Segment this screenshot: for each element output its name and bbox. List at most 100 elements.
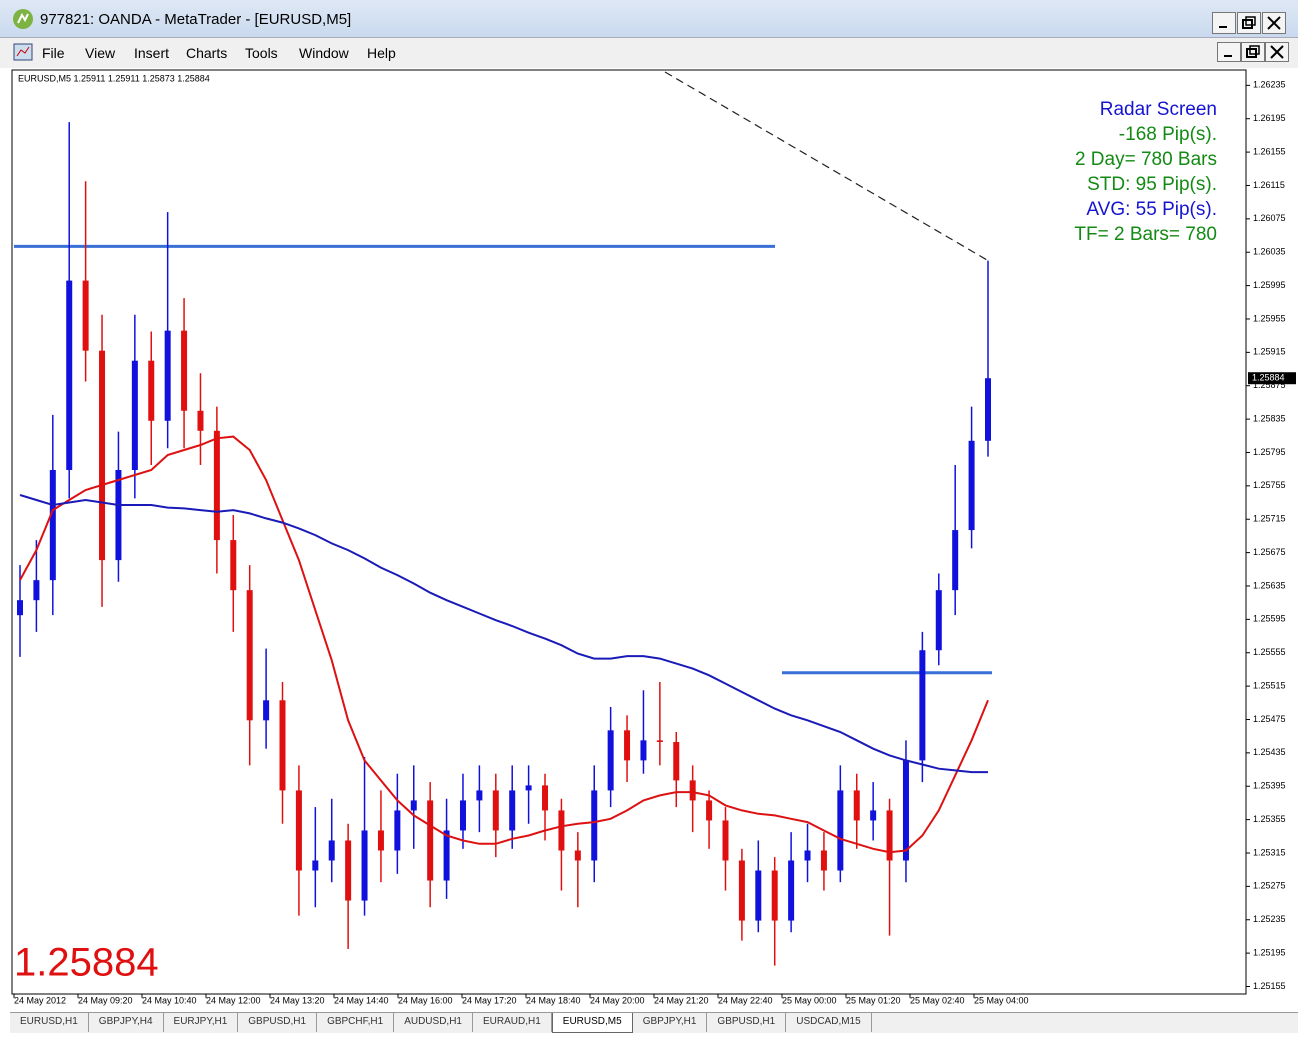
radar-annotation: 2 Day= 780 Bars bbox=[1075, 149, 1217, 170]
chart-tab[interactable]: EURJPY,H1 bbox=[164, 1013, 239, 1032]
chart: EURUSD,M5 1.25911 1.25911 1.25873 1.2588… bbox=[10, 68, 1298, 1012]
chart-tab[interactable]: GBPUSD,H1 bbox=[238, 1013, 318, 1032]
candle-body bbox=[49, 470, 56, 581]
candle-body bbox=[115, 470, 122, 561]
candle-body bbox=[542, 785, 549, 811]
chart-tab[interactable]: AUDUSD,H1 bbox=[394, 1013, 473, 1032]
radar-annotation: STD: 95 Pip(s). bbox=[1087, 174, 1217, 195]
candle-body bbox=[427, 800, 434, 881]
y-tick-label: 1.25355 bbox=[1253, 814, 1286, 824]
y-tick-label: 1.25155 bbox=[1253, 981, 1286, 991]
y-tick-label: 1.25435 bbox=[1253, 747, 1286, 757]
menu-item[interactable]: Insert bbox=[134, 45, 170, 61]
y-tick-label: 1.25755 bbox=[1253, 480, 1286, 490]
y-tick-label: 1.25715 bbox=[1253, 514, 1286, 524]
chart-tab[interactable]: GBPCHF,H1 bbox=[317, 1013, 395, 1032]
candle-body bbox=[985, 378, 991, 441]
y-tick-label: 1.25875 bbox=[1253, 380, 1286, 390]
chart-tab[interactable]: EURUSD,M5 bbox=[551, 1013, 633, 1033]
chart-tab[interactable]: GBPJPY,H4 bbox=[89, 1013, 164, 1032]
y-tick-label: 1.25395 bbox=[1253, 781, 1286, 791]
menu-item[interactable]: File bbox=[42, 45, 65, 61]
chart-tab[interactable]: GBPUSD,H1 bbox=[707, 1013, 787, 1032]
mdi-close[interactable] bbox=[1265, 42, 1289, 62]
candle-body bbox=[312, 860, 319, 871]
candle-body bbox=[361, 830, 368, 901]
restore-button[interactable] bbox=[1237, 12, 1261, 34]
menu-item[interactable]: Help bbox=[367, 45, 396, 61]
menu-item[interactable]: Tools bbox=[245, 45, 278, 61]
candle-body bbox=[246, 590, 253, 721]
candle-body bbox=[886, 810, 893, 861]
chart-background bbox=[10, 68, 1298, 1012]
chart-tabs: EURUSD,H1 GBPJPY,H4 EURJPY,H1 GBPUSD,H1 GBPC… bbox=[10, 1012, 1298, 1033]
current-price-big: 1.25884 bbox=[14, 941, 159, 985]
y-tick-label: 1.26195 bbox=[1253, 113, 1286, 123]
y-tick-label: 1.25515 bbox=[1253, 680, 1286, 690]
y-tick-label: 1.25595 bbox=[1253, 614, 1286, 624]
radar-annotation: TF= 2 Bars= 780 bbox=[1074, 224, 1217, 245]
candle-body bbox=[181, 330, 188, 411]
candle-body bbox=[902, 760, 909, 861]
y-tick-label: 1.25835 bbox=[1253, 413, 1286, 423]
candle-body bbox=[722, 820, 729, 861]
candle-body bbox=[148, 360, 155, 421]
chart-tab[interactable]: EURUSD,H1 bbox=[10, 1013, 89, 1032]
candle-body bbox=[771, 870, 778, 921]
chart-tab[interactable]: GBPJPY,H1 bbox=[633, 1013, 708, 1032]
menu-item[interactable]: Window bbox=[299, 45, 349, 61]
menu-item[interactable]: Charts bbox=[186, 45, 228, 61]
candle-body bbox=[345, 840, 352, 901]
candle-body bbox=[738, 860, 745, 921]
y-tick-label: 1.25955 bbox=[1253, 313, 1286, 323]
candle-body bbox=[394, 810, 401, 851]
candle-body bbox=[689, 780, 696, 801]
radar-annotation: -168 Pip(s). bbox=[1119, 124, 1217, 145]
candle-body bbox=[295, 790, 302, 871]
candle-body bbox=[443, 830, 450, 881]
x-tick-label: 25 May 02:40 bbox=[910, 995, 965, 1005]
x-tick-label: 24 May 10:40 bbox=[142, 995, 197, 1005]
doc-icon bbox=[13, 43, 33, 61]
candle-body bbox=[558, 810, 565, 851]
trend-line bbox=[664, 71, 989, 262]
candle-body bbox=[82, 280, 89, 351]
mdi-restore[interactable] bbox=[1241, 42, 1265, 62]
candle-body bbox=[804, 850, 811, 861]
y-tick-label: 1.26035 bbox=[1253, 247, 1286, 257]
candle-body bbox=[33, 580, 40, 601]
y-tick-label: 1.25195 bbox=[1253, 947, 1286, 957]
y-tick-label: 1.25555 bbox=[1253, 647, 1286, 657]
x-tick-label: 24 May 20:00 bbox=[590, 995, 645, 1005]
candle-body bbox=[624, 730, 631, 761]
chart-tab[interactable]: USDCAD,M15 bbox=[786, 1013, 872, 1032]
x-tick-label: 24 May 21:20 bbox=[654, 995, 709, 1005]
menu-item[interactable]: View bbox=[85, 45, 116, 61]
candle-body bbox=[968, 440, 975, 531]
candle-body bbox=[17, 600, 23, 616]
app-icon bbox=[13, 9, 33, 29]
candle-body bbox=[853, 790, 860, 821]
candle-body bbox=[509, 790, 516, 831]
moving-average bbox=[19, 494, 988, 774]
candle-body bbox=[607, 730, 614, 791]
x-tick-label: 24 May 22:40 bbox=[718, 995, 773, 1005]
window-title: 977821: OANDA - MetaTrader - [EURUSD,M5] bbox=[40, 11, 352, 28]
radar-annotation: AVG: 55 Pip(s). bbox=[1086, 199, 1217, 220]
y-tick-label: 1.25675 bbox=[1253, 547, 1286, 557]
candle-body bbox=[197, 410, 204, 431]
y-tick-label: 1.26115 bbox=[1253, 180, 1285, 190]
minimize-button[interactable] bbox=[1212, 12, 1236, 34]
candle-body bbox=[820, 850, 827, 871]
symbol-info: EURUSD,M5 1.25911 1.25911 1.25873 1.2588… bbox=[18, 73, 210, 83]
mdi-minimize[interactable] bbox=[1217, 42, 1241, 62]
radar-annotation: Radar Screen bbox=[1100, 99, 1217, 120]
candle-body bbox=[837, 790, 844, 871]
candle-body bbox=[525, 785, 532, 791]
candle-body bbox=[213, 430, 220, 541]
close-button[interactable] bbox=[1262, 12, 1286, 34]
y-tick-label: 1.25915 bbox=[1253, 347, 1286, 357]
candle-body bbox=[230, 540, 237, 591]
candle-body bbox=[131, 360, 138, 471]
chart-tab[interactable]: EURAUD,H1 bbox=[473, 1013, 552, 1032]
